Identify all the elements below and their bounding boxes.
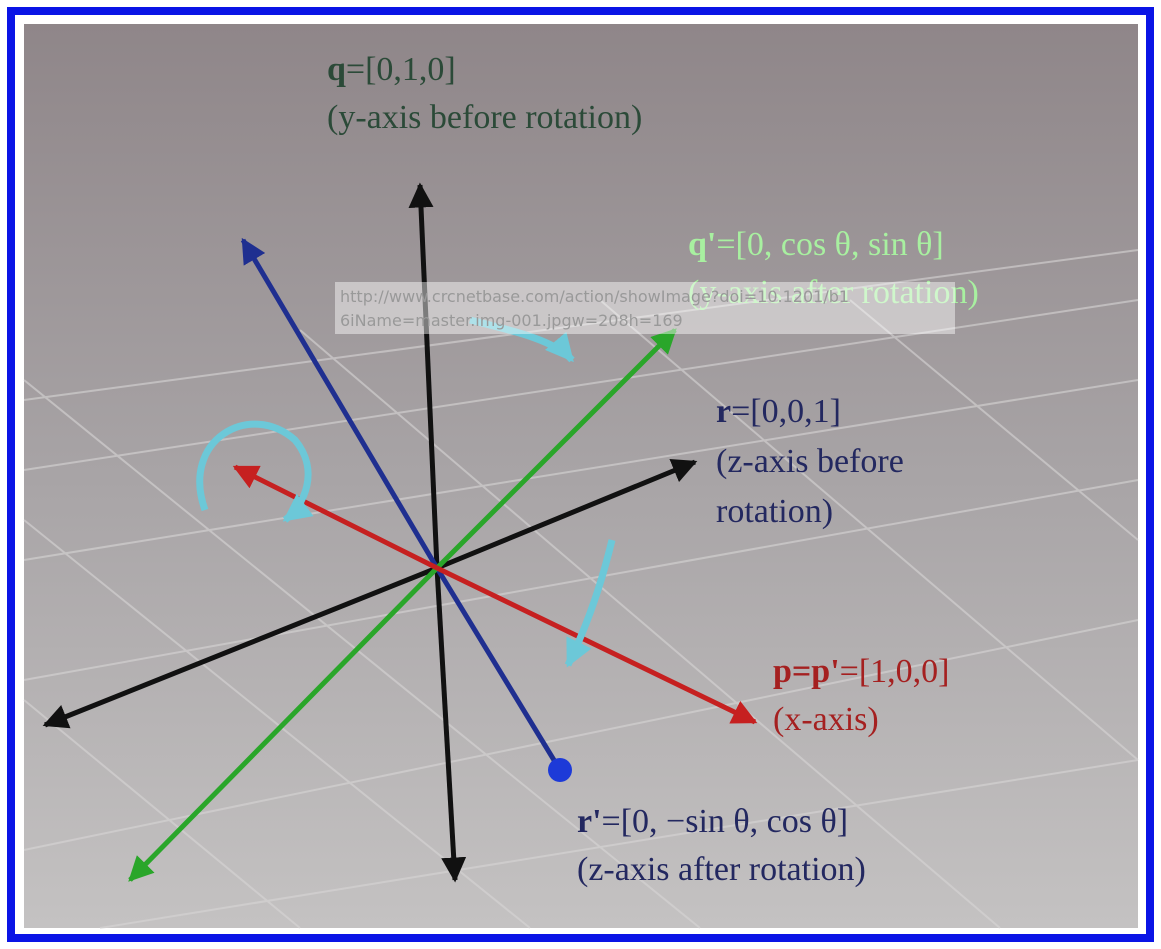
z-axis <box>436 458 698 571</box>
p-note: (x-axis) <box>773 701 879 738</box>
r-note: (z-axis before <box>716 443 904 480</box>
y-prime-neg <box>128 566 439 882</box>
z-prime-neg <box>240 237 440 570</box>
z-prime-tip <box>548 758 572 782</box>
axes <box>42 182 758 883</box>
q-label: q=[0,1,0] <box>327 51 456 88</box>
q-prime-note: (y-axis after rotation) <box>688 274 979 311</box>
r-prime-label: r'=[0, −sin θ, cos θ] <box>577 803 848 840</box>
watermark: http://www.crcnetbase.com/action/showIma… <box>340 287 849 306</box>
r-note: rotation) <box>716 493 833 530</box>
y-prime-axis <box>435 328 677 570</box>
watermark-box <box>335 282 955 334</box>
q-prime-label: q'=[0, cos θ, sin θ] <box>688 226 944 263</box>
r-label: r=[0,0,1] <box>716 393 841 430</box>
q-note: (y-axis before rotation) <box>327 99 642 136</box>
r-prime-note: (z-axis after rotation) <box>577 851 866 888</box>
floor-grid <box>23 249 1139 929</box>
p-label: p=p'=[1,0,0] <box>773 653 949 690</box>
y-axis-neg <box>434 567 467 883</box>
rotation-arrows <box>196 316 616 668</box>
background <box>24 24 1138 928</box>
z-axis-neg <box>42 565 438 729</box>
watermark: 6iName=master.img-001.jpgw=208h=169 <box>340 311 683 330</box>
y-axis <box>408 182 440 569</box>
x-axis-neg <box>232 464 439 571</box>
x-axis <box>435 565 758 725</box>
z-prime-axis <box>434 566 563 772</box>
